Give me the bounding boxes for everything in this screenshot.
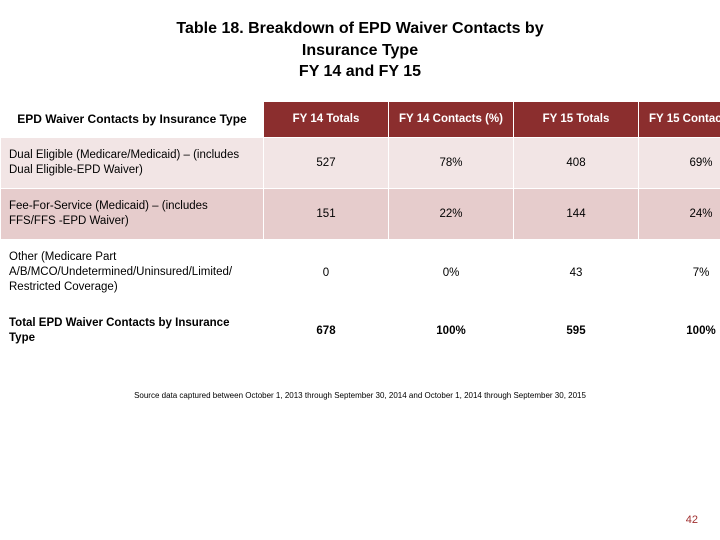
cell: 22% [389, 189, 514, 240]
cell: 43 [514, 240, 639, 306]
source-note: Source data captured between October 1, … [0, 391, 720, 400]
col-header-1: FY 14 Contacts (%) [389, 101, 514, 138]
col-header-0: FY 14 Totals [264, 101, 389, 138]
title-line-3: FY 14 and FY 15 [0, 61, 720, 83]
table-title: Table 18. Breakdown of EPD Waiver Contac… [0, 0, 720, 93]
cell: 69% [639, 138, 720, 189]
row-label: Fee-For-Service (Medicaid) – (includes F… [1, 189, 264, 240]
table-row: Other (Medicare Part A/B/MCO/Undetermine… [1, 240, 720, 306]
cell: 151 [264, 189, 389, 240]
total-cell: 100% [639, 305, 720, 356]
header-corner: EPD Waiver Contacts by Insurance Type [1, 101, 264, 138]
cell: 7% [639, 240, 720, 306]
total-cell: 595 [514, 305, 639, 356]
cell: 527 [264, 138, 389, 189]
table-row: Dual Eligible (Medicare/Medicaid) – (inc… [1, 138, 720, 189]
data-table: EPD Waiver Contacts by Insurance Type FY… [0, 101, 720, 357]
row-label: Other (Medicare Part A/B/MCO/Undetermine… [1, 240, 264, 306]
title-line-2: Insurance Type [0, 40, 720, 62]
total-cell: 678 [264, 305, 389, 356]
page-number: 42 [686, 514, 698, 526]
cell: 0% [389, 240, 514, 306]
cell: 24% [639, 189, 720, 240]
table-row: Fee-For-Service (Medicaid) – (includes F… [1, 189, 720, 240]
cell: 408 [514, 138, 639, 189]
total-row: Total EPD Waiver Contacts by Insurance T… [1, 305, 720, 356]
total-label: Total EPD Waiver Contacts by Insurance T… [1, 305, 264, 356]
cell: 144 [514, 189, 639, 240]
header-row: EPD Waiver Contacts by Insurance Type FY… [1, 101, 720, 138]
col-header-3: FY 15 Contacts (%) [639, 101, 720, 138]
title-line-1: Table 18. Breakdown of EPD Waiver Contac… [0, 18, 720, 40]
row-label: Dual Eligible (Medicare/Medicaid) – (inc… [1, 138, 264, 189]
col-header-2: FY 15 Totals [514, 101, 639, 138]
cell: 78% [389, 138, 514, 189]
total-cell: 100% [389, 305, 514, 356]
cell: 0 [264, 240, 389, 306]
